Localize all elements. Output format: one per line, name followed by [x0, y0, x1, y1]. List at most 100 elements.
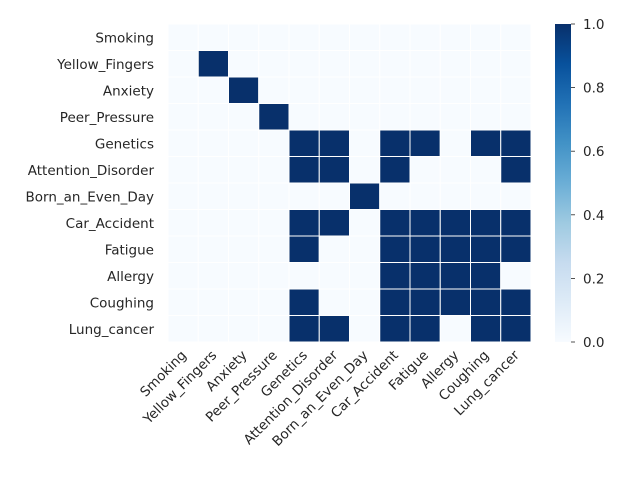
heatmap-cell [500, 315, 532, 343]
heatmap-cell [470, 156, 502, 184]
heatmap-cell [349, 156, 381, 184]
heatmap-cell [439, 182, 471, 210]
heatmap-cell [379, 235, 411, 263]
heatmap-cell [379, 182, 411, 210]
heatmap-cell [318, 182, 350, 210]
heatmap-cell [409, 23, 441, 51]
heatmap-cell [379, 209, 411, 237]
heatmap-cell [439, 156, 471, 184]
heatmap-cell [409, 76, 441, 104]
heatmap-cell [439, 50, 471, 78]
heatmap-cell [500, 23, 532, 51]
heatmap-cell [288, 50, 320, 78]
row-labels: Smoking Yellow_Fingers Anxiety Peer_Pressur… [25, 30, 154, 338]
heatmap-cell [288, 288, 320, 316]
heatmap-cell [197, 262, 229, 290]
colorbar-ticks: 0.0 0.2 0.4 0.6 0.8 1.0 [571, 17, 604, 351]
heatmap-cell [349, 23, 381, 51]
row-tick-label: Lung_cancer [69, 322, 155, 338]
heatmap-cell [409, 129, 441, 157]
heatmap-cell [379, 156, 411, 184]
heatmap-cell [409, 288, 441, 316]
heatmap-cell [379, 262, 411, 290]
heatmap-cell [167, 262, 199, 290]
heatmap-cell [228, 103, 260, 131]
row-tick-label: Smoking [95, 30, 154, 46]
row-tick-label: Genetics [95, 136, 154, 152]
heatmap-cell [258, 76, 290, 104]
heatmap-cell [167, 50, 199, 78]
heatmap-cell [228, 315, 260, 343]
heatmap-cell [288, 156, 320, 184]
colorbar-tick-label: 0.6 [583, 144, 604, 160]
heatmap-cells [167, 23, 532, 343]
heatmap-cell [197, 156, 229, 184]
heatmap-cell [288, 209, 320, 237]
heatmap-cell [318, 103, 350, 131]
heatmap-cell [167, 315, 199, 343]
heatmap-cell [500, 235, 532, 263]
heatmap-cell [197, 209, 229, 237]
heatmap-cell [167, 235, 199, 263]
heatmap-cell [500, 50, 532, 78]
heatmap-cell [349, 182, 381, 210]
heatmap-cell [379, 103, 411, 131]
heatmap-cell [470, 209, 502, 237]
heatmap-cell [409, 209, 441, 237]
heatmap-cell [439, 288, 471, 316]
heatmap-cell [409, 50, 441, 78]
heatmap-cell [228, 235, 260, 263]
heatmap-cell [258, 288, 290, 316]
heatmap-cell [379, 50, 411, 78]
heatmap-cell [167, 182, 199, 210]
row-tick-label: Coughing [90, 295, 154, 311]
heatmap-cell [318, 315, 350, 343]
column-labels: SmokingYellow_FingersAnxietyPeer_Pressur… [137, 347, 523, 450]
colorbar-tick-label: 0.2 [583, 271, 604, 287]
heatmap-cell [228, 156, 260, 184]
heatmap-cell [500, 103, 532, 131]
heatmap-cell [470, 103, 502, 131]
heatmap-cell [288, 315, 320, 343]
heatmap-cell [470, 76, 502, 104]
heatmap-cell [318, 50, 350, 78]
colorbar-tick-label: 0.8 [583, 81, 604, 97]
heatmap-cell [197, 315, 229, 343]
heatmap-cell [349, 50, 381, 78]
heatmap-cell [167, 209, 199, 237]
heatmap-cell [258, 209, 290, 237]
heatmap-cell [470, 288, 502, 316]
heatmap-cell [500, 76, 532, 104]
heatmap-cell [258, 129, 290, 157]
heatmap-cell [197, 76, 229, 104]
heatmap-cell [167, 103, 199, 131]
heatmap-cell [167, 76, 199, 104]
heatmap-cell [228, 182, 260, 210]
heatmap-cell [349, 315, 381, 343]
heatmap-cell [258, 23, 290, 51]
heatmap-cell [258, 182, 290, 210]
heatmap-cell [197, 235, 229, 263]
heatmap-cell [379, 23, 411, 51]
heatmap-cell [167, 129, 199, 157]
row-tick-label: Attention_Disorder [28, 163, 155, 179]
heatmap-cell [470, 235, 502, 263]
heatmap-cell [167, 23, 199, 51]
heatmap-cell [500, 182, 532, 210]
heatmap-cell [349, 129, 381, 157]
colorbar [555, 24, 571, 342]
heatmap-cell [349, 262, 381, 290]
heatmap-cell [439, 209, 471, 237]
heatmap-cell [379, 129, 411, 157]
heatmap-cell [228, 76, 260, 104]
heatmap-cell [258, 156, 290, 184]
heatmap-cell [439, 129, 471, 157]
heatmap-cell [470, 182, 502, 210]
heatmap-cell [470, 315, 502, 343]
heatmap-cell [288, 23, 320, 51]
heatmap-cell [318, 129, 350, 157]
heatmap-cell [228, 288, 260, 316]
heatmap-cell [409, 315, 441, 343]
heatmap-cell [439, 103, 471, 131]
